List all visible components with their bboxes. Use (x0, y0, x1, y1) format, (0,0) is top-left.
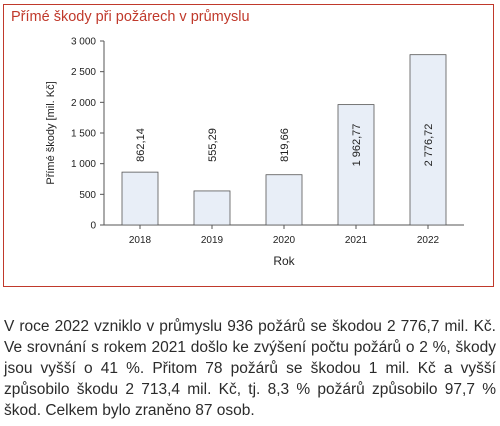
bar-2018 (121, 171, 159, 226)
bars-layer (121, 54, 447, 226)
y-tick-label: 2 000 (71, 98, 96, 109)
y-tick-label: 3 000 (71, 37, 96, 48)
x-tick-label: 2018 (129, 235, 152, 246)
x-axis-title: Rok (273, 254, 295, 268)
x-tick-label: 2022 (417, 235, 440, 246)
data-label: 1 962,77 (351, 124, 363, 167)
y-tick-label: 0 (90, 221, 96, 232)
y-tick-label: 1 500 (71, 129, 96, 140)
x-tick-label: 2019 (201, 235, 224, 246)
bar-chart: 0 500 1 000 1 500 2 000 2 500 3 000 Přímé škody… (45, 37, 464, 269)
y-tick-label: 1 000 (71, 159, 96, 170)
data-label: 2 776,72 (423, 124, 435, 167)
data-label: 819,66 (279, 128, 291, 162)
y-tick-label: 2 500 (71, 67, 96, 78)
data-label: 862,14 (135, 128, 147, 162)
x-tick-label: 2021 (345, 235, 368, 246)
y-tick-label: 500 (79, 190, 96, 201)
y-axis-title: Přímé škody [mil. Kč] (45, 81, 57, 184)
x-tick-label: 2020 (273, 235, 296, 246)
labels-layer: 0 500 1 000 1 500 2 000 2 500 3 000 Přímé škody… (45, 37, 440, 269)
bar-2020 (265, 174, 303, 226)
bar-2019 (193, 190, 231, 226)
chart-title: Přímé škody při požárech v průmyslu (11, 9, 250, 25)
data-label: 555,29 (207, 128, 219, 162)
caption-paragraph: V roce 2022 vzniklo v průmyslu 936 požár… (4, 318, 496, 419)
bar-2021 (337, 104, 375, 226)
chart-frame: Přímé škody při požárech v průmyslu 0 500… (3, 4, 494, 287)
bar-2022 (409, 54, 447, 226)
